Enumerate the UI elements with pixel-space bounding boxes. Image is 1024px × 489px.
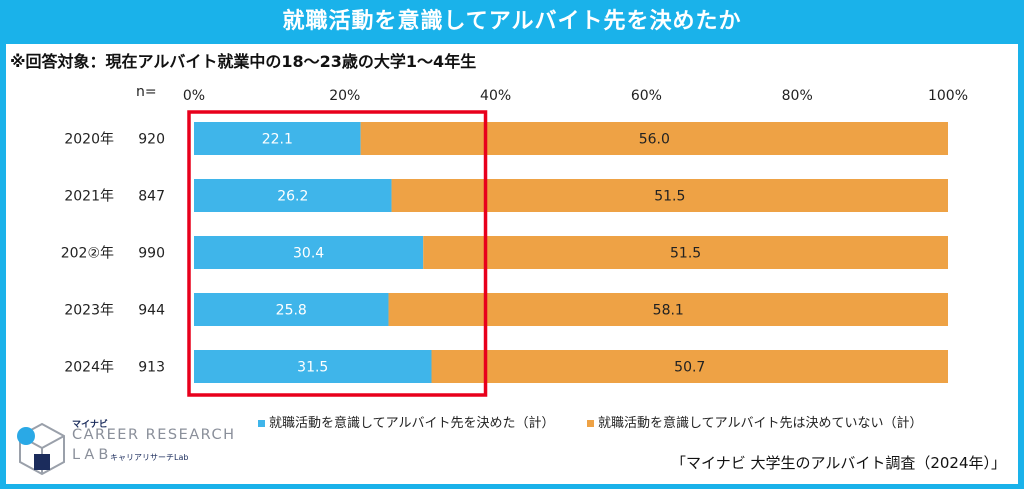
x-tick-label: 0% bbox=[183, 88, 205, 104]
x-tick-label: 40% bbox=[480, 88, 511, 104]
data-label: 51.5 bbox=[670, 246, 701, 262]
category-label: 2020年 bbox=[64, 132, 114, 148]
category-label: 2024年 bbox=[64, 360, 114, 376]
bar-decided bbox=[194, 350, 432, 383]
n-value-label: 847 bbox=[138, 189, 165, 205]
data-label: 26.2 bbox=[277, 189, 308, 205]
logo-brand: マイナビ bbox=[72, 420, 108, 430]
logo-kana-text: キャリアリサーチLab bbox=[110, 453, 189, 462]
legend-label: 就職活動を意識してアルバイト先を決めた（計） bbox=[269, 415, 554, 431]
category-label: 2023年 bbox=[64, 303, 114, 319]
x-tick-label: 60% bbox=[631, 88, 662, 104]
bar-not-decided bbox=[423, 236, 948, 269]
n-value-label: 944 bbox=[138, 303, 165, 319]
n-value-label: 990 bbox=[138, 246, 165, 262]
source-note: 「マイナビ 大学生のアルバイト調査（2024年）」 bbox=[671, 454, 1006, 472]
bar-decided bbox=[194, 236, 424, 269]
logo-main-text: CAREER RESEARCH bbox=[72, 427, 236, 443]
logo-lab-text: LAB bbox=[72, 447, 113, 463]
chart-title: 就職活動を意識してアルバイト先を決めたか bbox=[282, 9, 742, 34]
data-label: 31.5 bbox=[297, 360, 328, 376]
legend-swatch-not-decided bbox=[587, 420, 594, 427]
data-label: 25.8 bbox=[276, 303, 307, 319]
legend-label: 就職活動を意識してアルバイト先は決めていない（計） bbox=[598, 415, 922, 431]
n-value-label: 913 bbox=[138, 360, 165, 376]
logo: マイナビ CAREER RESEARCH LAB キャリアリサーチLab bbox=[14, 414, 244, 484]
legend-swatch-decided bbox=[258, 420, 265, 427]
data-label: 22.1 bbox=[262, 132, 293, 148]
bar-not-decided bbox=[388, 293, 949, 326]
bar-not-decided bbox=[431, 350, 948, 383]
highlight-box bbox=[187, 110, 488, 397]
category-label: 2021年 bbox=[64, 189, 114, 205]
data-label: 50.7 bbox=[674, 360, 705, 376]
data-label: 51.5 bbox=[654, 189, 685, 205]
n-value-label: 920 bbox=[138, 132, 165, 148]
x-tick-label: 100% bbox=[928, 88, 968, 104]
respondent-note: ※回答対象：現在アルバイト就業中の18〜23歳の大学1〜4年生 bbox=[10, 52, 477, 71]
bar-decided bbox=[194, 122, 361, 155]
x-tick-label: 20% bbox=[329, 88, 360, 104]
data-label: 58.1 bbox=[653, 303, 684, 319]
bar-decided bbox=[194, 179, 392, 212]
x-tick-label: 80% bbox=[782, 88, 813, 104]
category-label: 202②年 bbox=[61, 246, 114, 262]
data-label: 30.4 bbox=[293, 246, 324, 262]
bar-not-decided bbox=[360, 122, 948, 155]
n-label: n= bbox=[136, 84, 157, 100]
bar-decided bbox=[194, 293, 389, 326]
cube-logo-icon bbox=[17, 422, 65, 476]
data-label: 56.0 bbox=[639, 132, 670, 148]
